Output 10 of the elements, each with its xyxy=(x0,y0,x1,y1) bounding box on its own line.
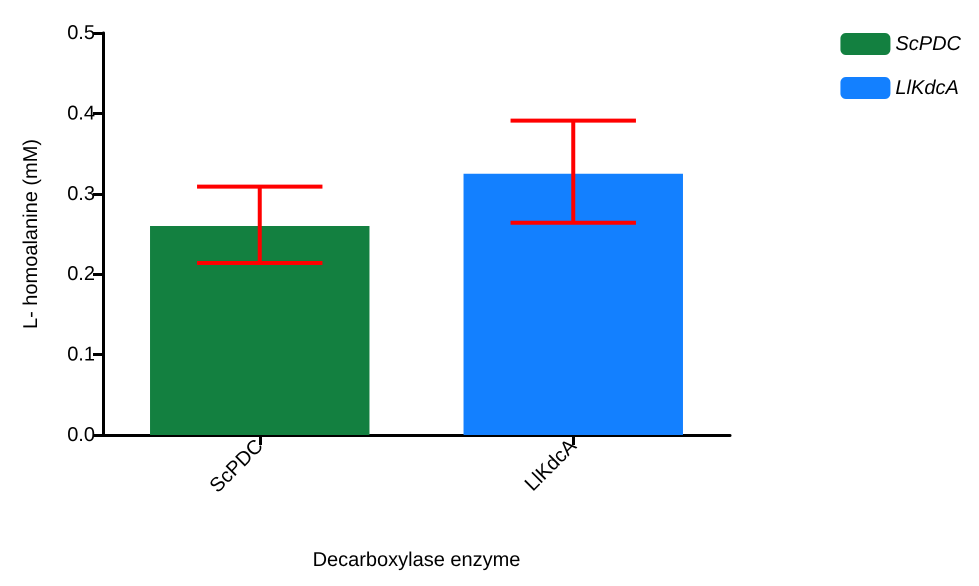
legend-label: ScPDC xyxy=(895,33,962,55)
y-tick-label: 0.1 xyxy=(67,344,95,366)
y-tick-label: 0.2 xyxy=(67,263,95,286)
y-axis-title: L- homoalanine (mM) xyxy=(20,138,42,330)
y-tick-label: 0.4 xyxy=(67,102,95,124)
y-tick-label: 0.0 xyxy=(67,424,95,446)
y-tick-label: 0.5 xyxy=(67,22,95,44)
y-tick-label: 0.3 xyxy=(67,182,95,205)
legend-label: LlKdcA xyxy=(895,77,959,99)
x-axis-title: Decarboxylase enzyme xyxy=(312,549,520,571)
